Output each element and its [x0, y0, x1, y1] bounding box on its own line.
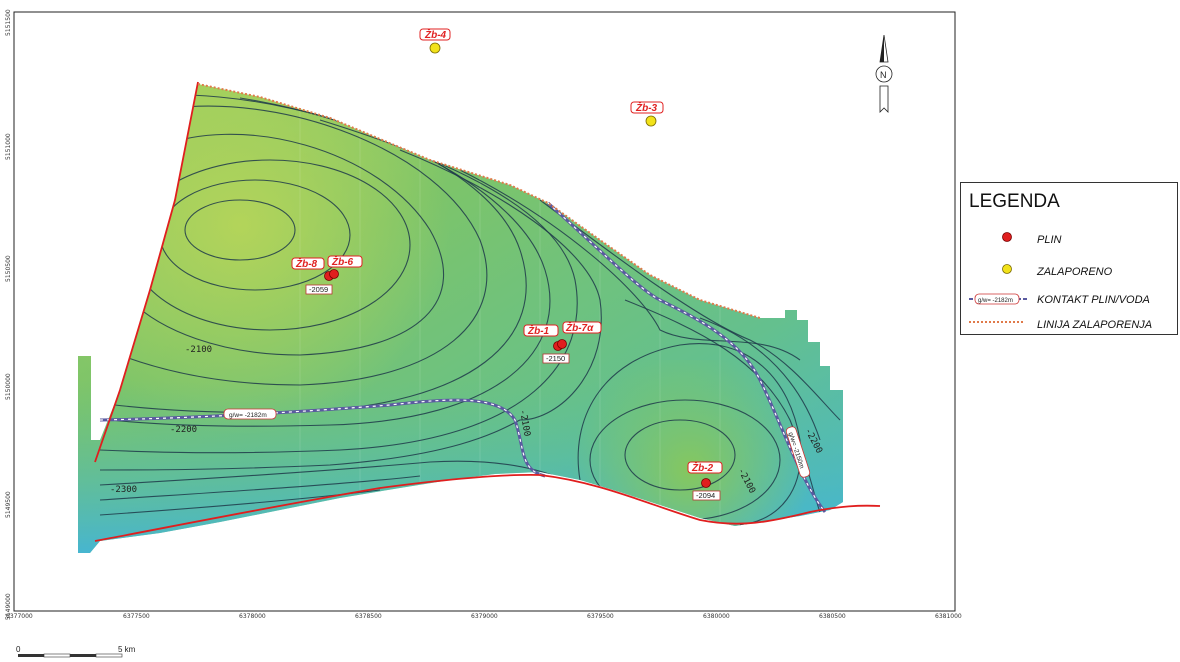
- zalaporenja-line: [197, 83, 761, 319]
- contact-line-icon: g/w= -2182m: [969, 293, 1029, 305]
- svg-text:6380500: 6380500: [819, 613, 846, 620]
- svg-text:6379500: 6379500: [587, 613, 614, 620]
- legend-title: LEGENDA: [969, 191, 1060, 212]
- legend-item-contact: g/w= -2182m KONTAKT PLIN/VODA: [961, 291, 1177, 309]
- contour-label: -2200: [170, 425, 197, 435]
- legend-item-zalaporenja: LINIJA ZALAPORENJA: [961, 316, 1177, 334]
- svg-text:N: N: [880, 70, 887, 80]
- svg-text:-2094: -2094: [696, 491, 715, 500]
- svg-text:Žb-7α: Žb-7α: [565, 321, 594, 334]
- x-axis: 6377000 6377500 6378000 6378500 6379000 …: [6, 613, 962, 620]
- svg-text:5 km: 5 km: [118, 645, 136, 654]
- svg-text:g/w= -2182m: g/w= -2182m: [229, 412, 267, 419]
- well-zb7a[interactable]: Žb-7α: [557, 321, 602, 349]
- north-arrow-icon: N: [875, 34, 893, 113]
- svg-text:5149500: 5149500: [5, 491, 12, 518]
- well-zb8[interactable]: Žb-8 -2059: [291, 257, 334, 295]
- dotted-line-icon: [969, 321, 1025, 323]
- svg-text:6378000: 6378000: [239, 613, 266, 620]
- well-zb4[interactable]: Žb-4: [419, 28, 451, 54]
- zalaporeno-marker: [645, 115, 657, 127]
- svg-text:5151500: 5151500: [5, 9, 12, 36]
- svg-text:Žb-2: Žb-2: [691, 461, 714, 474]
- svg-text:-2150: -2150: [546, 354, 565, 363]
- well-zb6[interactable]: Žb-6: [327, 255, 363, 279]
- svg-text:-2059: -2059: [309, 285, 328, 294]
- plin-marker: [701, 478, 711, 488]
- legend-item-plin: PLIN: [961, 231, 1177, 249]
- svg-text:5151000: 5151000: [5, 133, 12, 160]
- svg-text:6380000: 6380000: [703, 613, 730, 620]
- svg-text:0: 0: [16, 645, 21, 654]
- legend-item-zalaporeno: ZALAPORENO: [961, 263, 1177, 281]
- svg-text:6377500: 6377500: [123, 613, 150, 620]
- plin-marker: [329, 269, 339, 279]
- svg-text:5150500: 5150500: [5, 255, 12, 282]
- well-zb2[interactable]: Žb-2 -2094: [687, 461, 723, 501]
- svg-text:Žb-4: Žb-4: [424, 28, 447, 41]
- plin-marker: [557, 339, 567, 349]
- svg-text:6377000: 6377000: [6, 613, 33, 620]
- svg-text:Žb-8: Žb-8: [295, 257, 318, 270]
- contour-label: -2100: [517, 409, 532, 437]
- yellow-dot-icon: [1002, 264, 1012, 274]
- scale-bar: 0 5 km: [16, 645, 136, 658]
- svg-text:Žb-3: Žb-3: [635, 101, 658, 114]
- zalaporeno-marker: [429, 42, 441, 54]
- svg-text:6381000: 6381000: [935, 613, 962, 620]
- svg-text:6379000: 6379000: [471, 613, 498, 620]
- svg-text:Žb-1: Žb-1: [527, 324, 550, 337]
- svg-text:6378500: 6378500: [355, 613, 382, 620]
- legend: LEGENDA PLIN ZALAPORENO g/w= -2182m KONT…: [960, 182, 1178, 335]
- contour-label: -2100: [185, 345, 212, 355]
- svg-text:5150000: 5150000: [5, 373, 12, 400]
- svg-text:5149000: 5149000: [5, 593, 12, 620]
- well-zb3[interactable]: Žb-3: [630, 101, 664, 127]
- gw-label-1: g/w= -2182m: [223, 408, 277, 420]
- svg-text:g/w= -2182m: g/w= -2182m: [978, 298, 1013, 304]
- y-axis: 5151500 5151000 5150500 5150000 5149500 …: [5, 9, 12, 620]
- field-boundary: [94, 81, 881, 542]
- red-dot-icon: [1002, 232, 1012, 242]
- gas-water-contact: [99, 201, 827, 513]
- svg-text:Žb-6: Žb-6: [331, 255, 354, 268]
- contour-label: -2300: [110, 485, 137, 495]
